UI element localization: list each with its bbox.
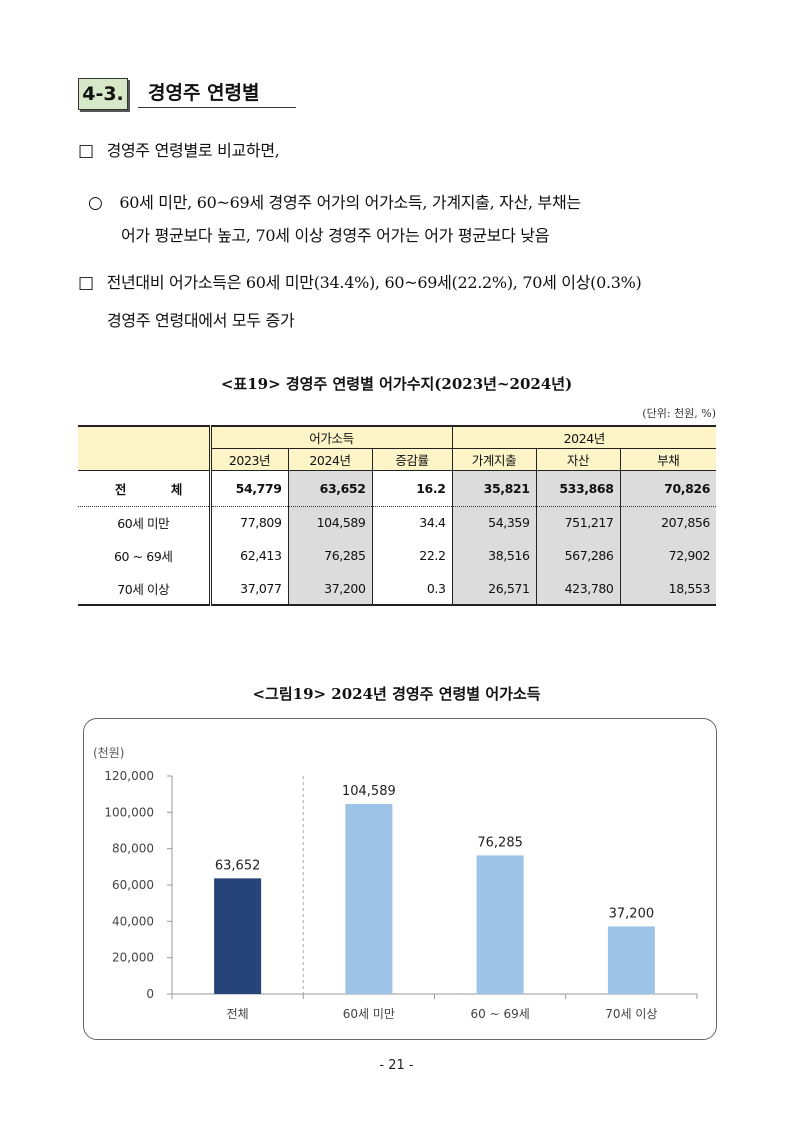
income-bar-chart: (천원) 0 20,000 40,000 60,000 80,000 100,000 120,…: [93, 745, 698, 1021]
paragraph-line: 전년대비 어가소득은 60세 미만(34.4%), 60~69세(22.2%),…: [106, 273, 642, 292]
bar: [476, 855, 524, 994]
table-row: 70세 이상 37,077 37,200 0.3 26,571 423,780 …: [78, 572, 716, 606]
table-cell: 54,359: [452, 506, 537, 539]
y-axis-label: (천원): [93, 745, 124, 760]
bar: [607, 926, 655, 994]
table-cell: 38,516: [452, 539, 537, 572]
bar: [214, 878, 262, 994]
table-unit: (단위: 천원, %): [642, 407, 716, 420]
table-cell: 35,821: [452, 470, 537, 507]
column-header: 가계지출: [452, 448, 537, 471]
column-header: 2024년: [288, 448, 373, 471]
checkbox-marker: □: [78, 273, 94, 293]
table-cell: 76,285: [288, 539, 373, 572]
table-cell: 22.2: [372, 539, 453, 572]
table-cell: 62,413: [210, 539, 289, 572]
y-tick-label: 0: [146, 987, 154, 1001]
paragraph-3: □ 전년대비 어가소득은 60세 미만(34.4%), 60~69세(22.2%…: [78, 268, 642, 298]
y-tick-label: 100,000: [104, 805, 154, 819]
y-tick-label: 40,000: [112, 914, 154, 928]
table-cell: 37,077: [210, 572, 289, 606]
checkbox-marker: □: [78, 141, 94, 161]
column-header: 부채: [620, 448, 716, 471]
circle-marker: ○: [88, 193, 103, 213]
table-cell: 37,200: [288, 572, 373, 606]
x-tick-label: 전체: [227, 1007, 249, 1021]
table-cell: 533,868: [536, 470, 621, 507]
paragraph-line: 어가 평균보다 높고, 70세 이상 경영주 어가는 어가 평균보다 낮음: [121, 226, 550, 245]
column-header: 자산: [536, 448, 621, 471]
table-cell: 34.4: [372, 506, 453, 539]
table-cell: 207,856: [620, 506, 716, 539]
x-tick-label: 60 ~ 69세: [470, 1007, 529, 1021]
column-header: 2023년: [210, 448, 289, 471]
row-label: 60세 미만: [78, 506, 212, 539]
header-corner: [78, 425, 212, 471]
table-cell: 63,652: [288, 470, 373, 507]
table-cell: 26,571: [452, 572, 537, 606]
row-label-left: 전: [114, 481, 127, 497]
paragraph-2: ○ 60세 미만, 60~69세 경영주 어가의 어가소득, 가계지출, 자산,…: [88, 188, 581, 218]
column-header: 증감률: [372, 448, 453, 471]
y-tick-label: 60,000: [112, 878, 154, 892]
table-cell: 77,809: [210, 506, 289, 539]
figure-caption: <그림19> 2024년 경영주 연령별 어가소득: [252, 685, 541, 703]
group-header: 어가소득: [210, 425, 453, 449]
table-cell: 72,902: [620, 539, 716, 572]
page-number: - 21 -: [379, 1058, 414, 1073]
data-label: 37,200: [609, 906, 655, 921]
paragraph-line: 60세 미만, 60~69세 경영주 어가의 어가소득, 가계지출, 자산, 부…: [119, 193, 581, 212]
row-label: 60 ~ 69세: [78, 539, 212, 572]
row-label: 70세 이상: [78, 572, 212, 606]
table-cell: 104,589: [288, 506, 373, 539]
table-cell: 567,286: [536, 539, 621, 572]
x-tick-label: 60세 미만: [343, 1007, 395, 1021]
data-label: 63,652: [215, 858, 261, 873]
data-label: 76,285: [477, 835, 523, 850]
table-cell: 0.3: [372, 572, 453, 606]
section-number: 4-3.: [78, 78, 128, 110]
table-cell: 70,826: [620, 470, 716, 507]
table-row: 60 ~ 69세 62,413 76,285 22.2 38,516 567,2…: [78, 539, 716, 572]
paragraph-line: 경영주 연령대에서 모두 증가: [107, 311, 295, 330]
table-cell: 54,779: [210, 470, 289, 507]
table-row: 60세 미만 77,809 104,589 34.4 54,359 751,21…: [78, 506, 716, 539]
table-cell: 751,217: [536, 506, 621, 539]
y-tick-label: 80,000: [112, 842, 154, 856]
paragraph-1: □ 경영주 연령별로 비교하면,: [78, 136, 280, 166]
bar: [345, 803, 393, 994]
paragraph-text: 경영주 연령별로 비교하면,: [106, 141, 280, 160]
table-cell: 423,780: [536, 572, 621, 606]
y-tick-label: 120,000: [104, 769, 154, 783]
table-cell: 16.2: [372, 470, 453, 507]
group-header: 2024년: [452, 425, 716, 449]
table-caption: <표19> 경영주 연령별 어가수지(2023년~2024년): [220, 375, 573, 393]
row-label-right: 체: [170, 481, 183, 497]
x-tick-label: 70세 이상: [605, 1007, 657, 1021]
data-label: 104,589: [342, 784, 396, 799]
section-title: 경영주 연령별: [138, 78, 296, 108]
table-cell: 18,553: [620, 572, 716, 606]
y-tick-label: 20,000: [112, 951, 154, 965]
